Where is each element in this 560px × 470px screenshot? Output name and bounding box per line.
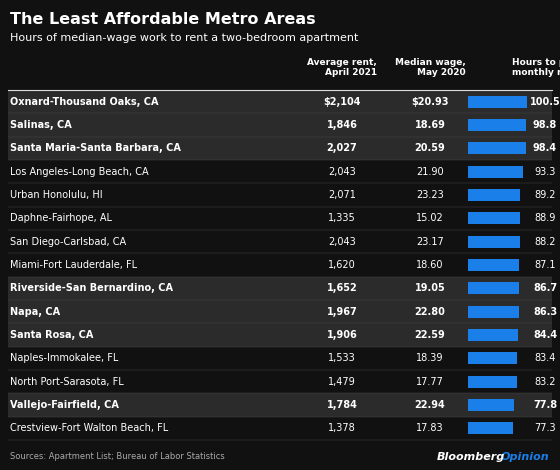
Text: 89.2: 89.2 (534, 190, 556, 200)
Bar (468, 259, 519, 271)
Text: Riverside-San Bernardino, CA: Riverside-San Bernardino, CA (10, 283, 173, 293)
Bar (468, 142, 526, 155)
Text: 98.4: 98.4 (533, 143, 557, 153)
Text: Average rent,
April 2021: Average rent, April 2021 (307, 58, 377, 78)
Text: Miami-Fort Lauderdale, FL: Miami-Fort Lauderdale, FL (10, 260, 137, 270)
Text: 88.2: 88.2 (534, 237, 556, 247)
Text: 98.8: 98.8 (533, 120, 557, 130)
Text: 18.69: 18.69 (414, 120, 445, 130)
Bar (8, 393, 552, 417)
Text: Napa, CA: Napa, CA (10, 306, 60, 317)
Text: 77.8: 77.8 (533, 400, 557, 410)
Bar (8, 90, 552, 113)
Text: 2,043: 2,043 (328, 237, 356, 247)
Bar (468, 352, 517, 364)
Text: 1,620: 1,620 (328, 260, 356, 270)
Text: 1,479: 1,479 (328, 376, 356, 387)
Text: 84.4: 84.4 (533, 330, 557, 340)
Text: Opinion: Opinion (501, 452, 549, 462)
Text: 83.2: 83.2 (534, 376, 556, 387)
Text: 2,071: 2,071 (328, 190, 356, 200)
Bar (468, 95, 527, 108)
Bar (8, 323, 552, 347)
Text: 1,335: 1,335 (328, 213, 356, 223)
Text: The Least Affordable Metro Areas: The Least Affordable Metro Areas (10, 12, 316, 27)
Bar (468, 212, 520, 224)
Text: 22.80: 22.80 (414, 306, 445, 317)
Bar (468, 189, 520, 201)
Text: 88.9: 88.9 (534, 213, 556, 223)
Text: $2,104: $2,104 (323, 97, 361, 107)
Bar (468, 306, 519, 318)
Text: 18.60: 18.60 (416, 260, 444, 270)
Text: Hours to pay
monthly rent: Hours to pay monthly rent (512, 58, 560, 78)
Bar (8, 300, 552, 323)
Bar (468, 119, 526, 131)
Bar (468, 399, 514, 411)
Text: 21.90: 21.90 (416, 167, 444, 177)
Text: Urban Honolulu, HI: Urban Honolulu, HI (10, 190, 102, 200)
Text: 1,652: 1,652 (326, 283, 357, 293)
Text: 1,784: 1,784 (326, 400, 357, 410)
Bar (8, 137, 552, 160)
Text: 93.3: 93.3 (534, 167, 556, 177)
Text: Oxnard-Thousand Oaks, CA: Oxnard-Thousand Oaks, CA (10, 97, 158, 107)
Bar (468, 282, 519, 294)
Bar (8, 113, 552, 137)
Text: 100.5: 100.5 (530, 97, 560, 107)
Text: Sources: Apartment List; Bureau of Labor Statistics: Sources: Apartment List; Bureau of Labor… (10, 452, 225, 461)
Text: 20.59: 20.59 (414, 143, 445, 153)
Text: Vallejo-Fairfield, CA: Vallejo-Fairfield, CA (10, 400, 119, 410)
Text: Crestview-Fort Walton Beach, FL: Crestview-Fort Walton Beach, FL (10, 423, 168, 433)
Bar (468, 165, 523, 178)
Text: Median wage,
May 2020: Median wage, May 2020 (395, 58, 465, 78)
Bar (468, 422, 514, 434)
Text: 17.77: 17.77 (416, 376, 444, 387)
Text: 22.94: 22.94 (414, 400, 445, 410)
Text: Daphne-Fairhope, AL: Daphne-Fairhope, AL (10, 213, 112, 223)
Text: 2,027: 2,027 (326, 143, 357, 153)
Text: Naples-Immokalee, FL: Naples-Immokalee, FL (10, 353, 118, 363)
Text: $20.93: $20.93 (411, 97, 449, 107)
Text: 1,846: 1,846 (326, 120, 357, 130)
Bar (468, 235, 520, 248)
Text: Salinas, CA: Salinas, CA (10, 120, 72, 130)
Text: 23.17: 23.17 (416, 237, 444, 247)
Text: 22.59: 22.59 (414, 330, 445, 340)
Text: Santa Rosa, CA: Santa Rosa, CA (10, 330, 94, 340)
Text: 15.02: 15.02 (416, 213, 444, 223)
Text: 23.23: 23.23 (416, 190, 444, 200)
Text: 86.7: 86.7 (533, 283, 557, 293)
Bar (468, 329, 517, 341)
Text: 18.39: 18.39 (416, 353, 444, 363)
Text: 86.3: 86.3 (533, 306, 557, 317)
Bar (468, 376, 517, 388)
Text: San Diego-Carlsbad, CA: San Diego-Carlsbad, CA (10, 237, 126, 247)
Text: 1,378: 1,378 (328, 423, 356, 433)
Text: Bloomberg: Bloomberg (437, 452, 505, 462)
Text: 87.1: 87.1 (534, 260, 556, 270)
Text: 77.3: 77.3 (534, 423, 556, 433)
Text: 19.05: 19.05 (414, 283, 445, 293)
Text: Santa Maria-Santa Barbara, CA: Santa Maria-Santa Barbara, CA (10, 143, 181, 153)
Text: North Port-Sarasota, FL: North Port-Sarasota, FL (10, 376, 124, 387)
Text: Los Angeles-Long Beach, CA: Los Angeles-Long Beach, CA (10, 167, 148, 177)
Text: 1,906: 1,906 (326, 330, 357, 340)
Text: Hours of median-wage work to rent a two-bedroom apartment: Hours of median-wage work to rent a two-… (10, 33, 358, 43)
Text: 83.4: 83.4 (534, 353, 556, 363)
Text: 1,533: 1,533 (328, 353, 356, 363)
Text: 1,967: 1,967 (326, 306, 357, 317)
Text: 17.83: 17.83 (416, 423, 444, 433)
Bar (8, 277, 552, 300)
Text: 2,043: 2,043 (328, 167, 356, 177)
